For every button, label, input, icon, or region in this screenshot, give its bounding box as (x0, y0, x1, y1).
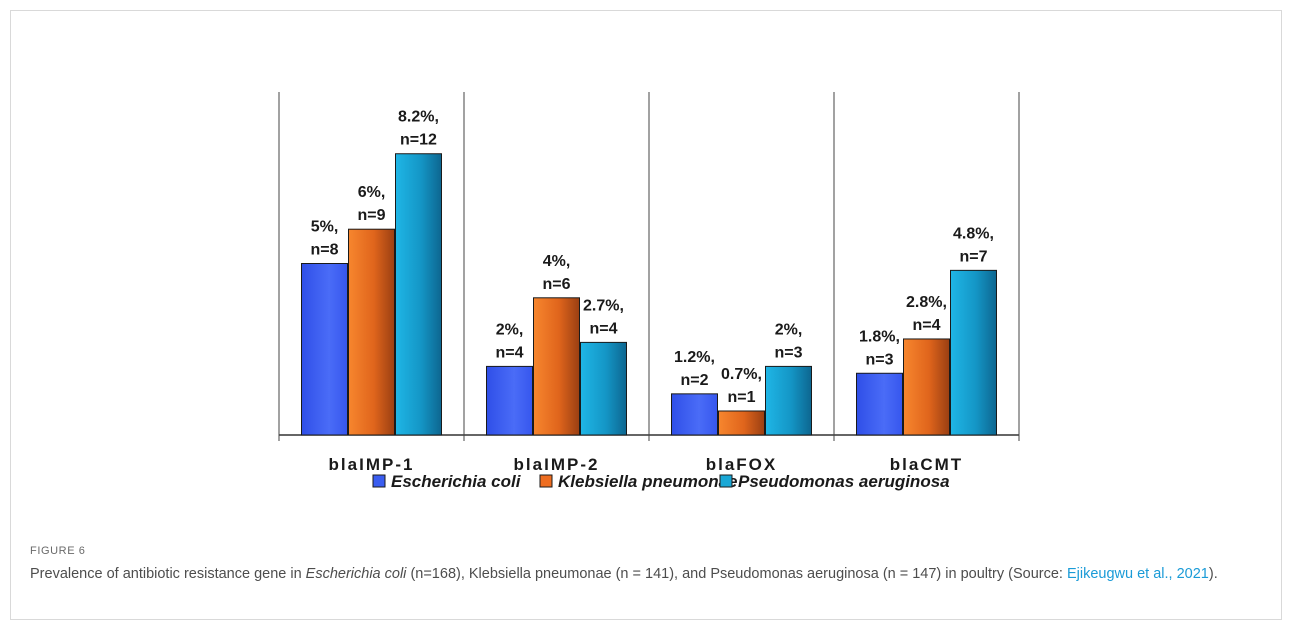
bar (765, 365, 812, 436)
chart-legend: Escherichia coli Klebsiella pneumonae Pseu… (372, 472, 950, 491)
bar (671, 393, 718, 436)
legend-label: Escherichia coli (391, 472, 522, 491)
x-tick-label: blaCMT (890, 455, 963, 474)
caption-part-0: Prevalence of antibiotic resistance gene… (30, 566, 306, 582)
x-tick-label: blaFOX (706, 455, 778, 474)
legend-label: Pseudomonas aeruginosa (738, 472, 950, 491)
legend-label: Klebsiella pneumonae (558, 472, 738, 491)
data-label: 2.8%, n=4 (906, 294, 947, 334)
legend-swatch (539, 474, 553, 488)
data-label: 5%, n=8 (310, 219, 338, 259)
data-label: 1.2%, n=2 (674, 349, 715, 389)
data-label: 4.8%, n=7 (953, 225, 994, 265)
chart-bars (301, 153, 997, 436)
bar (718, 410, 765, 436)
caption-part-2: (n=168), Klebsiella pneumonae (n = 141),… (406, 566, 1067, 582)
bar (348, 228, 395, 436)
data-labels: 5%, n=8 6%, n=9 8.2%, n=12 2%, n=4 4%, n=6 2.7%, n=… (310, 109, 993, 406)
data-label: 0.7%, n=1 (721, 366, 762, 406)
caption-part-1: Escherichia coli (305, 566, 407, 582)
figure-caption-block: FIGURE 6 Prevalence of antibiotic resist… (30, 545, 1260, 585)
data-label: 1.8%, n=3 (859, 328, 900, 368)
data-label: 2.7%, n=4 (583, 297, 624, 337)
data-label: 2%, n=3 (774, 321, 802, 361)
bar (395, 153, 442, 436)
caption-part-4: ). (1208, 566, 1218, 582)
data-label: 4%, n=6 (542, 253, 570, 293)
bar-chart: 5%, n=8 6%, n=9 8.2%, n=12 2%, n=4 4%, n=6 2.7%, n=… (278, 92, 1020, 491)
bar (301, 263, 348, 436)
bar (856, 372, 903, 436)
figure-label: FIGURE 6 (30, 545, 86, 557)
caption-part-3[interactable]: Ejikeugwu et al., 2021 (1067, 566, 1209, 582)
data-label: 6%, n=9 (357, 184, 385, 224)
bar (580, 341, 627, 436)
legend-swatch (719, 474, 733, 488)
data-label: 2%, n=4 (495, 321, 523, 361)
data-label: 8.2%, n=12 (398, 109, 439, 149)
legend-swatch (372, 474, 386, 488)
x-tick-labels: blaIMP-1 blaIMP-2 blaFOX blaCMT (329, 455, 963, 474)
bar (903, 338, 950, 436)
bar (950, 269, 997, 436)
figure-caption: Prevalence of antibiotic resistance gene… (30, 564, 1260, 585)
figure-frame (10, 10, 1282, 620)
x-tick-label: blaIMP-1 (329, 455, 415, 474)
x-tick-label: blaIMP-2 (514, 455, 600, 474)
bar (486, 365, 533, 436)
bar (533, 297, 580, 436)
